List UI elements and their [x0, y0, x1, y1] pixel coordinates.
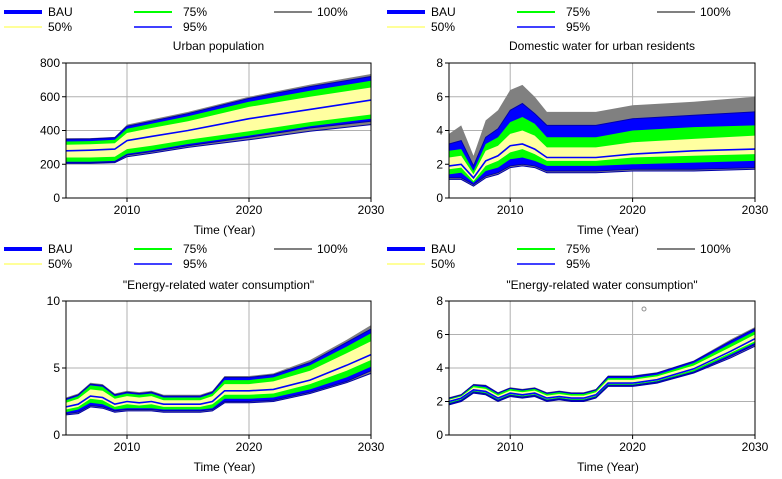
x-tick-label: 2010	[114, 440, 141, 454]
chart-panel-2: Domestic water for urban residents 0 2 4 6 8 2…	[436, 39, 768, 237]
edge-line-p95	[65, 76, 372, 140]
x-tick-label: 2020	[236, 203, 263, 217]
x-tick-label: 2030	[358, 440, 385, 454]
x-tick-label: 2030	[358, 203, 385, 217]
y-tick-label: 0	[53, 428, 60, 442]
median-line-bau	[65, 99, 372, 152]
band-50pct	[449, 130, 755, 182]
x-axis-label: Time (Year)	[577, 460, 639, 474]
x-tick-label: 2020	[619, 203, 646, 217]
y-tick-label: 6	[436, 90, 443, 104]
x-axis-label: Time (Year)	[194, 460, 256, 474]
y-tick-label: 6	[436, 328, 443, 342]
y-tick-label: 0	[436, 428, 443, 442]
y-tick-label: 4	[436, 124, 443, 138]
y-tick-label: 400	[40, 124, 60, 138]
legend-label-75pct: 75%	[566, 5, 590, 19]
x-axis-label: Time (Year)	[577, 223, 639, 237]
edge-line-p95	[448, 328, 756, 399]
x-tick-label: 2020	[236, 440, 263, 454]
chart-panel-3: "Energy-related water consumption" 0 5 10 20…	[47, 278, 385, 474]
y-tick-label: 0	[53, 191, 60, 205]
y-tick-label: 200	[40, 157, 60, 171]
x-tick-label: 2030	[742, 203, 769, 217]
legend-label-100pct: 100%	[317, 5, 348, 19]
x-tick-label: 2010	[497, 440, 524, 454]
edge-line-low	[65, 372, 372, 416]
x-tick-label: 2030	[742, 440, 769, 454]
edge-line-low	[66, 124, 372, 164]
y-tick-label: 800	[40, 56, 60, 70]
band-75pct	[66, 333, 371, 413]
y-tick-label: 2	[436, 157, 443, 171]
legend-label-50pct: 50%	[48, 20, 72, 34]
legend-label-bau: BAU	[431, 5, 456, 19]
y-tick-label: 4	[436, 361, 443, 375]
legend-label-95pct: 95%	[566, 257, 590, 271]
median-line-bau	[65, 353, 372, 408]
y-tick-label: 10	[47, 294, 61, 308]
legend-label-95pct: 95%	[183, 20, 207, 34]
edge-line-p5	[65, 370, 372, 415]
edge-line-p5	[448, 344, 756, 405]
y-tick-label: 8	[436, 56, 443, 70]
chart-title: Domestic water for urban residents	[509, 39, 695, 53]
legend-label-100pct: 100%	[700, 5, 731, 19]
median-line-bau	[448, 143, 756, 180]
median-line-bau	[448, 337, 756, 403]
legend-label-bau: BAU	[48, 242, 73, 256]
y-tick-label: 5	[53, 361, 60, 375]
y-tick-label: 8	[436, 294, 443, 308]
edge-line-p95	[448, 102, 756, 168]
edge-line-p5	[66, 120, 372, 164]
legend-label-75pct: 75%	[566, 242, 590, 256]
legend-label-75pct: 75%	[183, 242, 207, 256]
chart-panel-4: "Energy-related water consumption" 0 2 4 6 8 2…	[436, 278, 768, 474]
legend-label-50pct: 50%	[48, 257, 72, 271]
x-axis-label: Time (Year)	[194, 223, 256, 237]
y-tick-label: 600	[40, 90, 60, 104]
legend-label-95pct: 95%	[566, 20, 590, 34]
chart-title: Urban population	[173, 39, 264, 53]
x-tick-label: 2010	[114, 203, 141, 217]
stray-marker	[641, 306, 647, 312]
legend-label-75pct: 75%	[183, 5, 207, 19]
legend-label-50pct: 50%	[431, 20, 455, 34]
edge-line-low	[448, 345, 756, 406]
legend-label-95pct: 95%	[183, 257, 207, 271]
edge-line-low	[449, 165, 756, 187]
legend-label-bau: BAU	[48, 5, 73, 19]
band-50pct	[66, 87, 371, 158]
y-tick-label: 0	[436, 191, 443, 205]
band-50pct	[66, 341, 371, 410]
edge-line-p5	[449, 163, 756, 186]
chart-title: "Energy-related water consumption"	[123, 278, 314, 292]
legend-label-50pct: 50%	[431, 257, 455, 271]
y-tick-label: 2	[436, 395, 443, 409]
legend-label-100pct: 100%	[317, 242, 348, 256]
edge-line-p95	[65, 328, 372, 400]
chart-title: "Energy-related water consumption"	[506, 278, 697, 292]
legend-label-100pct: 100%	[700, 242, 731, 256]
x-tick-label: 2010	[497, 203, 524, 217]
chart-panel-1: Urban population 0 200 400 600 800 2010 2020 203…	[40, 39, 385, 237]
legend-label-bau: BAU	[431, 242, 456, 256]
x-tick-label: 2020	[619, 440, 646, 454]
